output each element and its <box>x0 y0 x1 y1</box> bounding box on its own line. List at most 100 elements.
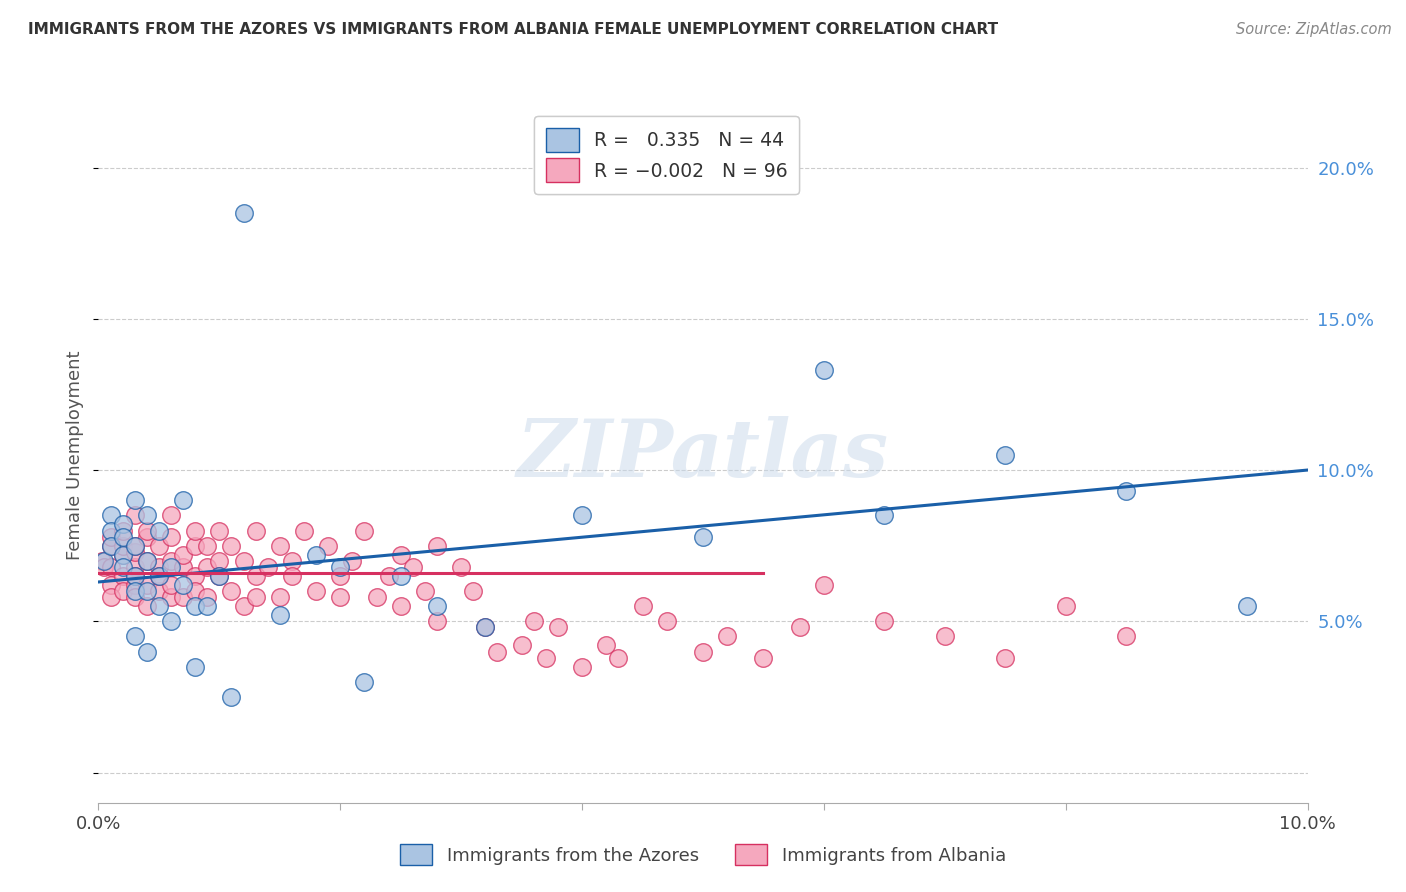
Point <box>111 539 134 553</box>
Point <box>111 517 134 532</box>
Point <box>281 569 304 583</box>
Point <box>716 629 738 643</box>
Point <box>100 524 122 538</box>
Point <box>148 539 170 553</box>
Point <box>184 659 207 673</box>
Point <box>172 559 194 574</box>
Point <box>135 530 157 544</box>
Point <box>994 650 1017 665</box>
Point <box>135 554 157 568</box>
Point <box>221 690 243 704</box>
Point <box>208 569 231 583</box>
Point <box>486 644 509 658</box>
Point <box>353 674 375 689</box>
Point <box>221 539 243 553</box>
Point <box>124 569 146 583</box>
Point <box>111 584 134 599</box>
Point <box>111 524 134 538</box>
Point <box>389 599 412 614</box>
Point <box>813 363 835 377</box>
Point <box>100 539 122 553</box>
Point <box>111 559 134 574</box>
Point <box>160 590 183 604</box>
Point <box>93 559 115 574</box>
Point <box>595 639 617 653</box>
Point <box>172 548 194 562</box>
Point <box>172 578 194 592</box>
Point <box>292 524 315 538</box>
Point <box>245 569 267 583</box>
Point <box>692 644 714 658</box>
Point <box>124 545 146 559</box>
Point <box>426 615 449 629</box>
Point <box>269 608 291 623</box>
Point <box>124 578 146 592</box>
Point <box>281 554 304 568</box>
Point <box>510 639 533 653</box>
Point <box>100 559 122 574</box>
Point <box>402 559 425 574</box>
Point <box>195 599 218 614</box>
Point <box>463 584 485 599</box>
Point <box>269 539 291 553</box>
Point <box>160 554 183 568</box>
Point <box>692 530 714 544</box>
Point <box>148 524 170 538</box>
Point <box>389 548 412 562</box>
Point <box>195 539 218 553</box>
Point <box>91 554 114 568</box>
Point <box>184 584 207 599</box>
Point <box>172 493 194 508</box>
Point <box>269 590 291 604</box>
Point <box>221 584 243 599</box>
Point <box>135 644 157 658</box>
Point <box>111 548 134 562</box>
Point <box>329 590 352 604</box>
Point <box>135 584 157 599</box>
Point <box>523 615 546 629</box>
Point <box>316 539 339 553</box>
Point <box>1236 599 1258 614</box>
Point <box>571 659 593 673</box>
Point <box>195 590 218 604</box>
Point <box>789 620 811 634</box>
Point <box>135 508 157 523</box>
Legend: Immigrants from the Azores, Immigrants from Albania: Immigrants from the Azores, Immigrants f… <box>391 835 1015 874</box>
Text: ZIPatlas: ZIPatlas <box>517 417 889 493</box>
Point <box>208 524 231 538</box>
Point <box>655 615 678 629</box>
Point <box>450 559 472 574</box>
Point <box>329 559 352 574</box>
Point <box>124 590 146 604</box>
Point <box>135 578 157 592</box>
Point <box>329 569 352 583</box>
Point <box>93 554 115 568</box>
Point <box>305 548 328 562</box>
Point <box>100 530 122 544</box>
Point <box>160 578 183 592</box>
Point <box>631 599 654 614</box>
Point <box>1115 629 1137 643</box>
Point <box>111 530 134 544</box>
Point <box>124 584 146 599</box>
Point <box>160 530 183 544</box>
Point <box>100 508 122 523</box>
Point <box>148 559 170 574</box>
Point <box>135 599 157 614</box>
Point <box>111 548 134 562</box>
Point <box>1054 599 1077 614</box>
Point <box>100 590 122 604</box>
Point <box>124 508 146 523</box>
Point <box>135 524 157 538</box>
Point <box>377 569 399 583</box>
Point <box>184 524 207 538</box>
Point <box>184 539 207 553</box>
Point <box>934 629 956 643</box>
Point <box>208 569 231 583</box>
Point <box>607 650 630 665</box>
Text: IMMIGRANTS FROM THE AZORES VS IMMIGRANTS FROM ALBANIA FEMALE UNEMPLOYMENT CORREL: IMMIGRANTS FROM THE AZORES VS IMMIGRANTS… <box>28 22 998 37</box>
Point <box>426 539 449 553</box>
Point <box>100 539 122 553</box>
Point <box>366 590 388 604</box>
Point <box>172 590 194 604</box>
